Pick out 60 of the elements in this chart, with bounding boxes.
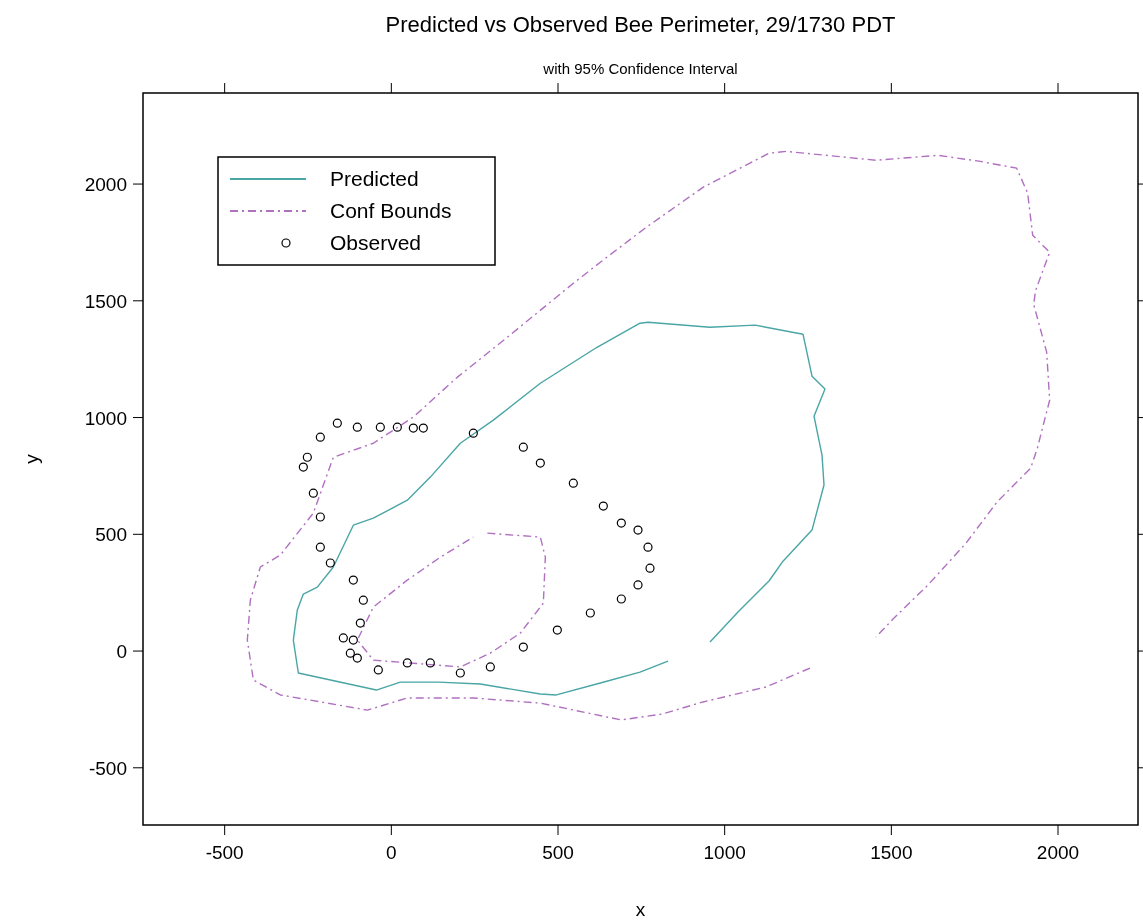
- x-tick-label: 1000: [703, 842, 746, 863]
- point: [633, 580, 643, 590]
- chart-subtitle: with 95% Confidence Interval: [542, 60, 738, 77]
- legend-label: Predicted: [330, 167, 419, 190]
- point: [352, 422, 362, 432]
- point: [552, 625, 562, 635]
- x-tick-label: 500: [542, 842, 574, 863]
- point: [392, 422, 402, 432]
- point: [455, 668, 465, 678]
- point: [315, 432, 325, 442]
- point: [633, 525, 643, 535]
- x-tick-label: 1500: [870, 842, 913, 863]
- y-tick-label: -500: [88, 757, 127, 779]
- point: [418, 423, 428, 433]
- point: [485, 662, 495, 672]
- point: [643, 542, 653, 552]
- point: [425, 658, 435, 668]
- point: [598, 501, 608, 511]
- point: [315, 512, 325, 522]
- point: [315, 542, 325, 552]
- x-tick-label: 0: [386, 842, 397, 863]
- legend-label: Observed: [330, 231, 422, 254]
- x-tick-label: 2000: [1036, 842, 1080, 863]
- point: [535, 458, 545, 468]
- point: [408, 423, 418, 433]
- point: [518, 442, 528, 452]
- point: [302, 452, 312, 462]
- point: [352, 653, 362, 663]
- point: [402, 658, 412, 668]
- point: [355, 618, 365, 628]
- point: [298, 462, 308, 472]
- point: [518, 642, 528, 652]
- point: [616, 594, 626, 604]
- line-series: [292, 321, 826, 696]
- chart-title: Predicted vs Observed Bee Perimeter, 29/1730 PDT: [385, 12, 896, 37]
- point: [373, 665, 383, 675]
- y-tick-label: 2000: [84, 174, 127, 196]
- point: [345, 648, 355, 658]
- point: [468, 428, 478, 438]
- y-tick-label: 1500: [84, 290, 127, 312]
- point: [568, 478, 578, 488]
- y-tick-label: 0: [116, 641, 127, 663]
- point: [325, 558, 335, 568]
- point: [338, 633, 348, 643]
- point: [585, 608, 595, 618]
- point: [308, 488, 318, 498]
- point: [348, 575, 358, 585]
- y-tick-label: 1000: [84, 407, 127, 429]
- y-tick-label: 500: [95, 524, 127, 546]
- point: [348, 635, 358, 645]
- point: [375, 422, 385, 432]
- point: [645, 563, 655, 573]
- y-axis-title: y: [21, 453, 42, 464]
- x-tick-label: -500: [205, 842, 244, 863]
- legend-label: Conf Bounds: [330, 199, 452, 222]
- point: [358, 595, 368, 605]
- x-axis-title: x: [635, 899, 646, 920]
- point: [332, 418, 342, 428]
- line-series: [246, 150, 1051, 721]
- point: [616, 518, 626, 528]
